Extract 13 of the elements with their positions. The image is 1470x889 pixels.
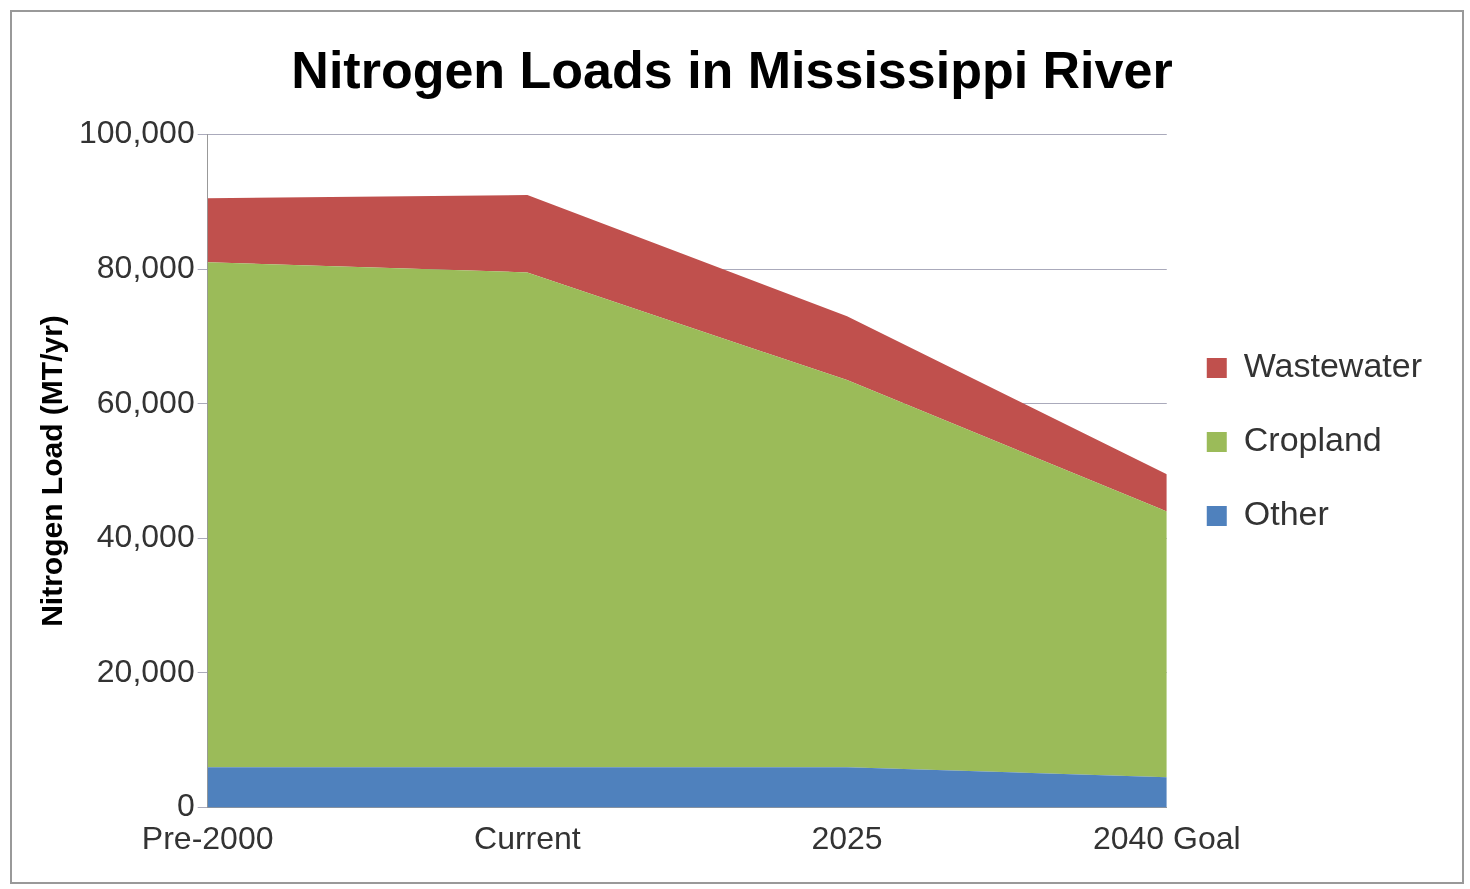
chart-title: Nitrogen Loads in Mississippi River [291,40,1173,99]
y-axis-title: Nitrogen Load (MT/yr) [35,315,69,627]
y-tick-label: 60,000 [96,383,195,420]
x-tick-label: 2025 [811,819,883,856]
y-tick-label: 80,000 [96,248,195,285]
legend-label: Other [1243,494,1329,533]
y-tick-label: 20,000 [96,652,195,689]
x-tick-label: Current [474,819,581,856]
y-tick-label: 100,000 [79,114,195,151]
legend-label: Wastewater [1243,346,1422,385]
y-tick-label: 40,000 [96,518,195,555]
x-tick-label: 2040 Goal [1092,819,1241,856]
legend-label: Cropland [1243,420,1382,459]
